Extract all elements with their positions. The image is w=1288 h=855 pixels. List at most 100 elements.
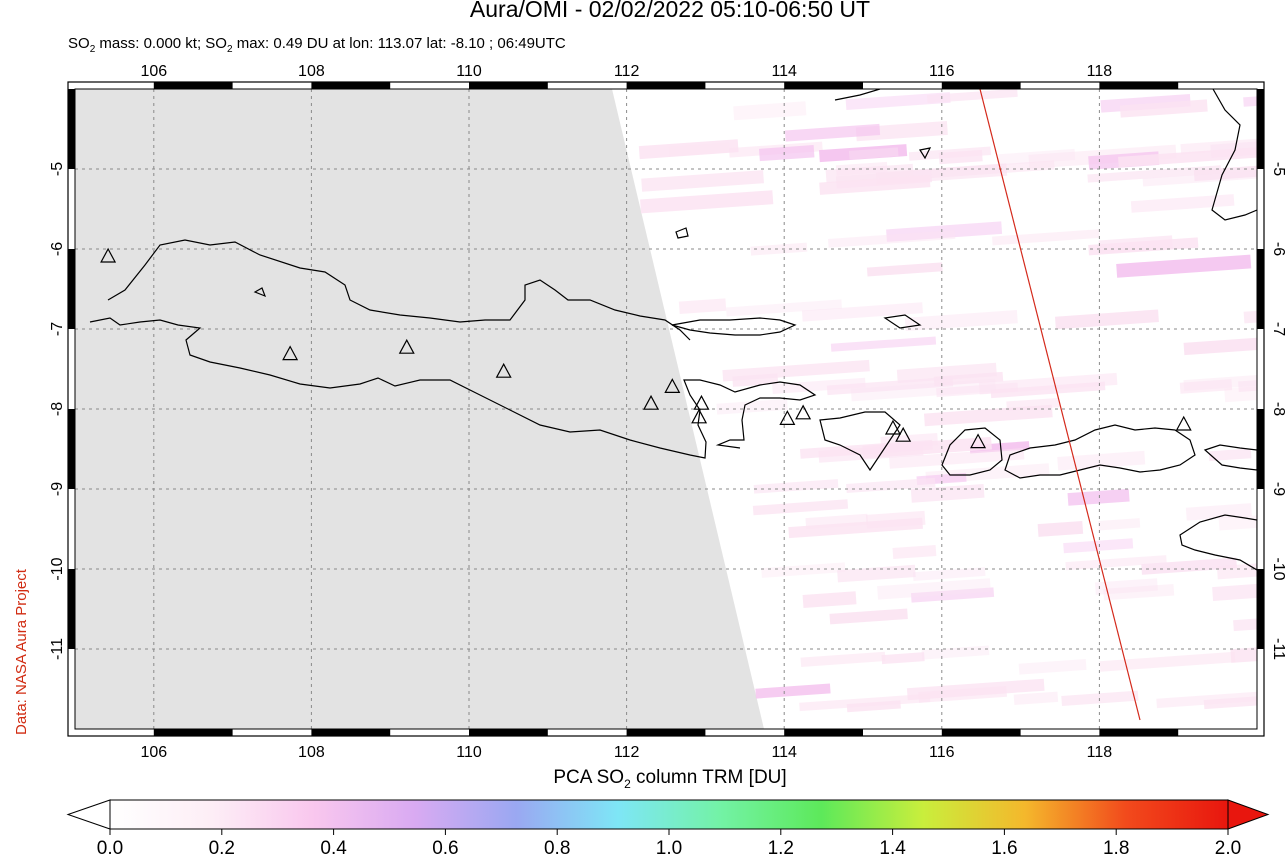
so2-pixel xyxy=(886,221,1003,242)
border-bar-right xyxy=(1257,89,1264,169)
lat-tick-label-right: -5 xyxy=(1270,162,1287,176)
lat-tick-label-right: -11 xyxy=(1270,638,1287,660)
bawean-coastline xyxy=(675,227,689,239)
so2-pixel xyxy=(1054,309,1159,330)
so2-max-text: max: 0.49 DU at lon: 113.07 lat: -8.10 ;… xyxy=(232,35,566,52)
so2-pixel xyxy=(866,262,943,277)
lat-tick-label-left: -7 xyxy=(49,322,66,336)
borneo-coastline xyxy=(834,89,881,101)
so2-pixel xyxy=(926,89,1018,104)
so2-pixel xyxy=(829,608,908,625)
bali-coastline xyxy=(819,411,901,472)
so2-pixel xyxy=(800,651,886,667)
so2-pixel xyxy=(1119,99,1208,118)
lon-tick-label-bottom: 112 xyxy=(614,744,640,761)
so2-pixel xyxy=(826,376,954,396)
map-frame xyxy=(67,81,1265,737)
lon-tick-label-bottom: 108 xyxy=(298,744,325,761)
so2-pixel xyxy=(1179,379,1233,394)
java-north-coastline xyxy=(107,239,691,341)
so2-subscript-2: 2 xyxy=(226,44,233,55)
so2-pixel xyxy=(799,439,933,459)
border-bar-top xyxy=(941,82,1021,89)
lombok-coastline xyxy=(941,427,1003,476)
so2-pixel xyxy=(904,310,1018,332)
volcano-triangle-icon xyxy=(691,408,708,424)
so2-pixel xyxy=(1099,651,1236,672)
border-bar-top xyxy=(1099,82,1179,89)
so2-pixel xyxy=(845,92,951,110)
volcano-triangle-icon xyxy=(895,426,912,442)
border-bar-bottom xyxy=(311,729,391,736)
colorbar-gradient xyxy=(109,799,1229,830)
so2-pixel xyxy=(1212,580,1257,601)
border-bar-top xyxy=(626,82,706,89)
lon-tick-label-top: 108 xyxy=(298,63,325,80)
lon-tick-label-bottom: 106 xyxy=(140,744,167,761)
so2-pixel-streaks xyxy=(638,89,1257,713)
so2-pixel xyxy=(818,144,908,163)
border-bar-top xyxy=(311,82,391,89)
lat-tick-label-left: -6 xyxy=(49,242,66,256)
colorbar-max-arrow xyxy=(1227,799,1270,830)
so2-pixel xyxy=(828,230,956,248)
lat-tick-label-left: -8 xyxy=(49,402,66,416)
colorbar-tick-label: 1.4 xyxy=(879,838,906,855)
colorbar-tick-label: 0.6 xyxy=(432,838,458,855)
so2-pixel xyxy=(668,142,730,157)
graticule xyxy=(75,89,1257,729)
border-bar-left xyxy=(68,249,75,329)
volcano-triangle-icon xyxy=(779,410,796,425)
so2-pixel xyxy=(1216,559,1257,580)
sumba-coastline xyxy=(1179,514,1257,571)
border-bar-bottom xyxy=(1099,729,1179,736)
so2-subscript: 2 xyxy=(89,44,96,55)
so2-pixel xyxy=(1142,170,1257,187)
so2-pixel xyxy=(892,545,937,560)
lat-tick-label-right: -10 xyxy=(1270,557,1287,580)
so2-pixel xyxy=(1218,513,1257,531)
colorbar-tick-label: 1.2 xyxy=(768,838,794,855)
so2-pixel xyxy=(881,652,925,665)
so2-pixel xyxy=(758,145,815,162)
lon-tick-label-top: 114 xyxy=(771,63,797,80)
so2-pixel xyxy=(990,381,1106,399)
border-bar-bottom xyxy=(784,729,863,736)
so2-pixel xyxy=(1141,557,1237,575)
volcano-triangle-icon xyxy=(795,404,812,420)
so2-pixel xyxy=(850,378,996,402)
volcano-triangle-icon xyxy=(643,394,660,410)
coastlines xyxy=(89,89,1257,571)
so2-pixel xyxy=(1098,518,1141,531)
kangean-coastline xyxy=(883,314,922,329)
so2-pixel xyxy=(830,336,937,352)
border-bar-top xyxy=(784,82,863,89)
so2-pixel xyxy=(1116,254,1252,278)
border-bar-bottom xyxy=(941,729,1021,736)
so2-pixel xyxy=(641,170,764,192)
so2-pixel xyxy=(801,302,923,322)
so2-pixel xyxy=(1013,691,1059,705)
border-bar-left xyxy=(68,569,75,649)
so2-pixel xyxy=(638,139,739,160)
border-bar-left xyxy=(68,89,75,169)
so2-pixel xyxy=(716,398,788,415)
so2-pixel xyxy=(1018,659,1087,675)
lat-tick-label-right: -6 xyxy=(1270,242,1287,256)
so2-pixel xyxy=(1230,643,1257,663)
so2-pixel xyxy=(750,242,808,256)
so2-pixel xyxy=(755,683,831,699)
so2-pixel xyxy=(819,174,931,195)
so2-pixel xyxy=(772,377,866,395)
so2-mass-text: mass: 0.000 kt; SO xyxy=(95,35,227,52)
colorbar-tick-label: 1.6 xyxy=(991,838,1017,855)
so2-pixel xyxy=(1087,165,1222,183)
so2-pixel xyxy=(1183,334,1257,356)
lat-tick-label-left: -11 xyxy=(49,638,66,660)
so2-pixel xyxy=(848,147,899,160)
volcano-triangle-icon xyxy=(693,394,710,410)
volcano-triangle-icon xyxy=(100,247,117,263)
so2-pixel xyxy=(1118,147,1257,168)
madura-coastline xyxy=(671,317,797,336)
